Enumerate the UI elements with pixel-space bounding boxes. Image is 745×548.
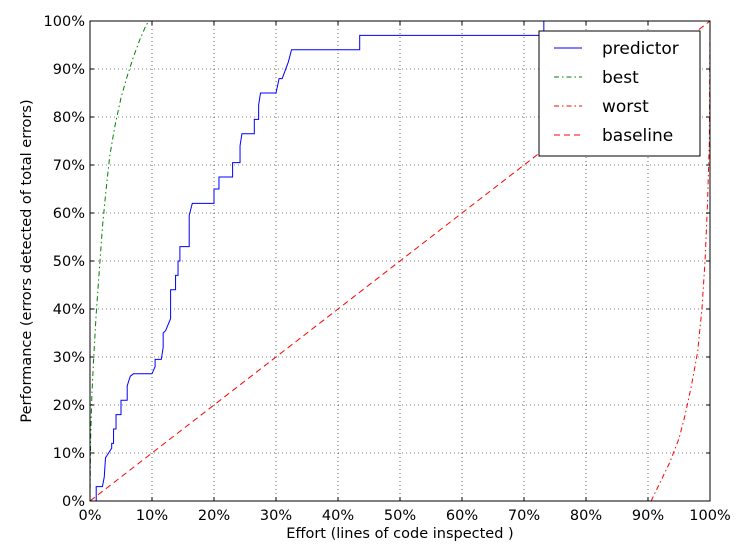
y-tick-label: 20% xyxy=(53,398,85,414)
legend: predictor best worst baseline xyxy=(538,30,701,157)
x-tick-label: 100% xyxy=(689,508,730,524)
x-tick-label: 40% xyxy=(322,508,354,524)
x-tick-label: 10% xyxy=(136,508,168,524)
series-line-worst xyxy=(650,20,711,502)
x-tick-label: 30% xyxy=(260,508,292,524)
x-axis-label: Effort (lines of code inspected ) xyxy=(286,526,513,542)
x-tick-label: 0% xyxy=(78,508,101,524)
series-line-predictor xyxy=(90,20,710,502)
ticks: 0% 10% 20% 30% 40% 50% 60% 70% 80% 90% 100% 0% 10% 20… xyxy=(44,14,731,524)
x-tick-label: 50% xyxy=(384,508,416,524)
y-tick-label: 50% xyxy=(53,254,85,270)
legend-label-worst: worst xyxy=(602,97,649,117)
series-line-best xyxy=(90,20,150,502)
y-axis-label: Performance (errors detected of total er… xyxy=(19,99,35,422)
y-tick-label: 90% xyxy=(53,62,85,78)
y-tick-label: 70% xyxy=(53,158,85,174)
y-tick-label: 10% xyxy=(53,446,85,462)
y-tick-label: 60% xyxy=(53,206,85,222)
y-tick-label: 40% xyxy=(53,302,85,318)
legend-label-best: best xyxy=(602,68,639,88)
legend-label-predictor: predictor xyxy=(602,39,679,59)
x-tick-label: 70% xyxy=(508,508,540,524)
x-tick-label: 80% xyxy=(570,508,602,524)
y-tick-label: 100% xyxy=(44,14,85,30)
y-tick-label: 80% xyxy=(53,110,85,126)
x-tick-label: 90% xyxy=(632,508,664,524)
y-tick-label: 0% xyxy=(62,494,85,510)
y-tick-label: 30% xyxy=(53,350,85,366)
x-tick-label: 20% xyxy=(198,508,230,524)
legend-label-baseline: baseline xyxy=(602,126,673,146)
x-tick-label: 60% xyxy=(446,508,478,524)
